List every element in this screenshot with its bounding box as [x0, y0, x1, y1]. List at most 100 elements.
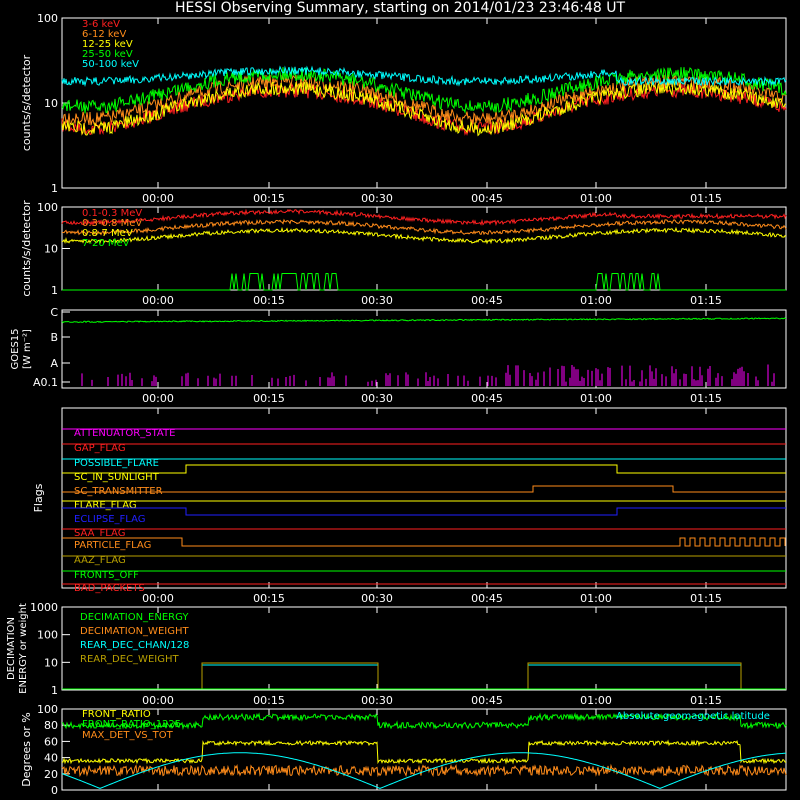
- panel-6-legend-2: FRONT_RATIO_1225: [82, 719, 181, 730]
- flag-label-8: SAA_FLAG: [74, 528, 125, 539]
- panel-1-legend-5: 50-100 keV: [82, 59, 139, 70]
- panel-6-ytick-label: 80: [44, 719, 58, 732]
- panel-5-legend-4: REAR_DEC_WEIGHT: [80, 654, 179, 665]
- panel-5-xtick-label: 00:15: [253, 694, 285, 707]
- panel-1-series-5: [61, 65, 787, 87]
- flag-trace-5: [62, 485, 786, 493]
- panel-6-ytick-label: 0: [51, 784, 58, 797]
- panel-5-legend-2: DECIMATION_WEIGHT: [80, 626, 189, 637]
- panel-2-xtick-label: 00:00: [142, 294, 174, 307]
- panel-5-xtick-label: 01:00: [580, 694, 612, 707]
- panel-3-xtick-label: 00:30: [361, 392, 393, 405]
- panel-4-xtick-label: 00:45: [471, 592, 503, 605]
- panel-2-xtick-label: 00:15: [253, 294, 285, 307]
- panel-6-series-1: [61, 739, 787, 765]
- flag-label-4: SC_IN_SUNLIGHT: [74, 472, 160, 483]
- panel-1-ylabel: counts/s/detector: [20, 54, 33, 151]
- panel-3-xtick-label: 00:45: [471, 392, 503, 405]
- panel-5-xtick-label: 01:15: [690, 694, 722, 707]
- panel-1-series-2: [61, 72, 787, 126]
- panel-2-xtick-label: 01:00: [580, 294, 612, 307]
- panel-4-xtick-label: 00:00: [142, 592, 174, 605]
- flag-trace-9: [62, 537, 786, 547]
- panel-1-xtick-label: 00:30: [361, 192, 393, 205]
- panel-5-xtick-label: 00:00: [142, 694, 174, 707]
- panel-1-series-3: [61, 80, 787, 137]
- panel-4-xtick-label: 00:15: [253, 592, 285, 605]
- panel-1-series-4: [61, 66, 787, 115]
- panel-6-ytick-label: 60: [44, 735, 58, 748]
- flag-label-3: POSSIBLE_FLARE: [74, 458, 159, 469]
- flag-label-1: ATTENUATOR_STATE: [74, 428, 175, 439]
- panel-5-ylabel: DECIMATION: [6, 617, 17, 680]
- panel-3-frame: [61, 309, 787, 389]
- panel-1-xtick-label: 01:15: [690, 192, 722, 205]
- panel-3-xtick-label: 01:15: [690, 392, 722, 405]
- panel-6-series-2: [61, 712, 787, 731]
- panel-6-ylabel: Degrees or %: [20, 712, 33, 786]
- panel-5-series-4: [62, 662, 786, 690]
- panel-3-ytick-label: A0.1: [33, 376, 58, 389]
- panel-1-legend-2: 6-12 keV: [82, 29, 126, 40]
- flag-label-9: PARTICLE_FLAG: [74, 540, 151, 551]
- panel-3-xtick-label: 01:00: [580, 392, 612, 405]
- panel-1-xtick-label: 00:45: [471, 192, 503, 205]
- panel-2-legend-4: 7-20 MeV: [82, 238, 130, 249]
- panel-3-ytick-label: B: [50, 331, 58, 344]
- panel-6-legend-1: FRONT_RATIO: [82, 709, 151, 720]
- panel-5-ytick-label: 1: [51, 684, 58, 697]
- panel-1-ytick-label: 1: [51, 182, 58, 195]
- panel-4-xtick-label: 01:00: [580, 592, 612, 605]
- panel-3-ylabel: GOES15: [10, 328, 21, 369]
- panel-1-xtick-label: 00:00: [142, 192, 174, 205]
- panel-1-xtick-label: 01:00: [580, 192, 612, 205]
- panel-2-series-3: [61, 226, 787, 245]
- panel-6-ytick-label: 100: [37, 703, 58, 716]
- panel-6-ytick-label: 20: [44, 768, 58, 781]
- panel-3-series-1: [61, 317, 787, 324]
- panel-5-legend-1: DECIMATION_ENERGY: [80, 612, 189, 623]
- panel-6-series-4: [61, 752, 787, 789]
- panel-2-ytick-label: 10: [44, 243, 58, 256]
- panel-4-xtick-label: 00:30: [361, 592, 393, 605]
- panel-5-frame: [61, 606, 787, 691]
- panel-2-xtick-label: 01:15: [690, 294, 722, 307]
- panel-4-frame: [61, 407, 787, 589]
- panel-5-ytick-label: 1000: [30, 601, 58, 614]
- panel-1-ytick-label: 10: [44, 97, 58, 110]
- flag-label-12: BAD_PACKETS: [74, 583, 145, 594]
- panel-2-legend-2: 0.3-0.8 MeV: [82, 218, 142, 229]
- panel-3-xtick-label: 00:15: [253, 392, 285, 405]
- panel-5-ytick-label: 100: [37, 629, 58, 642]
- panel-2-series-1: [61, 208, 787, 227]
- flag-label-2: GAP_FLAG: [74, 443, 126, 454]
- panel-1-legend-3: 12-25 keV: [82, 39, 133, 50]
- panel-2-series-4: [62, 273, 786, 291]
- panel-3-series-2: [81, 364, 775, 386]
- panel-3-ytick-label: A: [50, 357, 58, 370]
- panel-5-xtick-label: 00:30: [361, 694, 393, 707]
- flag-label-11: FRONTS_OFF: [74, 570, 139, 581]
- panel-6-series-3: [61, 763, 787, 778]
- panel-6-frame: [61, 708, 787, 791]
- panel-1-legend-4: 25-50 keV: [82, 49, 133, 60]
- panel-2-xtick-label: 00:45: [471, 294, 503, 307]
- panel-6-legend-4: Absolute geomagnetic latitude: [616, 711, 770, 722]
- panel-4-ylabel: Flags: [32, 483, 45, 512]
- panel-2-legend-1: 0.1-0.3 MeV: [82, 208, 142, 219]
- panel-5-legend-3: REAR_DEC_CHAN/128: [80, 640, 189, 651]
- panel-2-ylabel: counts/s/detector: [20, 200, 33, 297]
- panel-1-legend-1: 3-6 keV: [82, 19, 120, 30]
- panel-3-xtick-label: 00:00: [142, 392, 174, 405]
- panel-3-ylabel: [W m⁻²]: [22, 329, 33, 369]
- flag-trace-4: [62, 464, 786, 474]
- panel-3-ytick-label: C: [50, 306, 58, 319]
- panel-1-xtick-label: 00:15: [253, 192, 285, 205]
- panel-5-series-3: [62, 664, 786, 690]
- panel-2-legend-3: 0.8-7 MeV: [82, 228, 133, 239]
- panel-5-ylabel: ENERGY or weight: [18, 603, 29, 694]
- panel-2-series-2: [61, 218, 787, 236]
- flag-label-7: ECLIPSE_FLAG: [74, 514, 145, 525]
